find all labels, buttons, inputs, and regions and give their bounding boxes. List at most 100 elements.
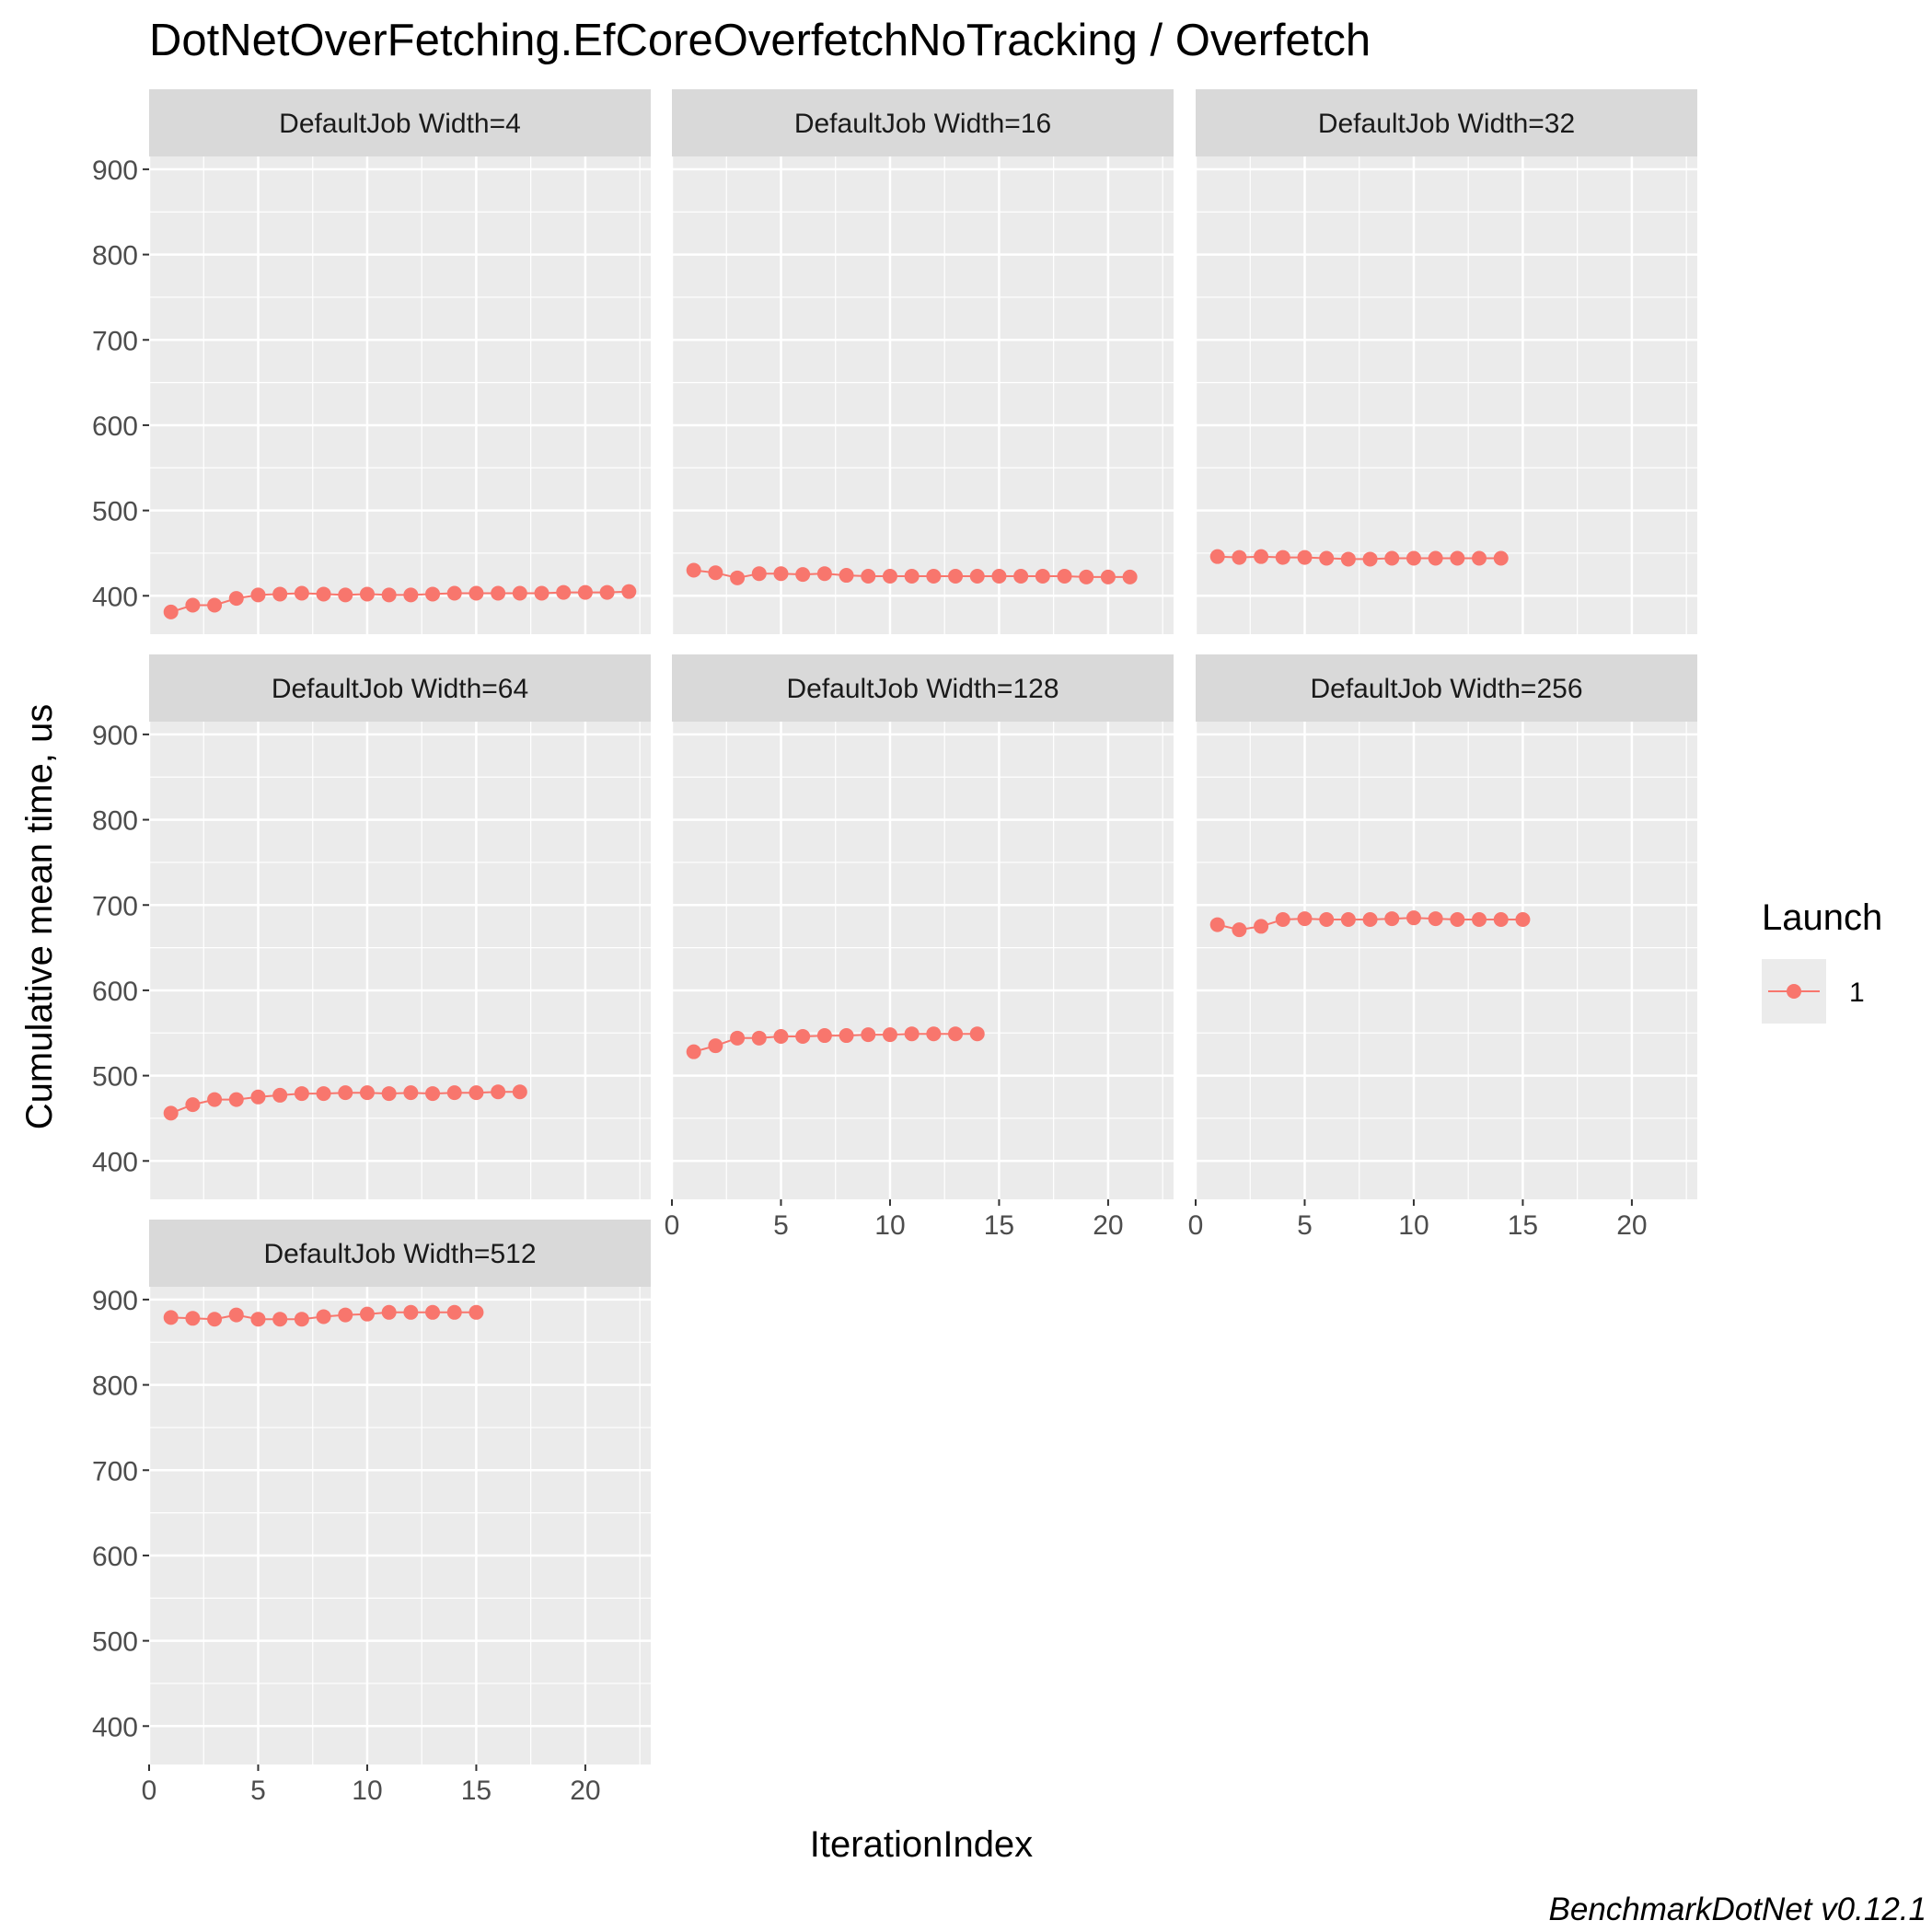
data-point [1515, 912, 1531, 928]
data-point [1362, 912, 1378, 928]
legend-title: Launch [1762, 897, 1882, 938]
facet-strip-label: DefaultJob Width=32 [1318, 109, 1575, 139]
facet-strip [149, 654, 651, 722]
facet-strip [149, 1220, 651, 1287]
data-point [816, 1028, 832, 1044]
data-point [1079, 569, 1094, 584]
x-tick-label: 10 [1398, 1210, 1429, 1241]
data-point [1340, 551, 1356, 567]
data-point [839, 568, 854, 584]
data-point [1450, 912, 1465, 928]
data-point [926, 1026, 942, 1042]
data-point [338, 1085, 353, 1101]
data-point [1428, 550, 1443, 566]
series-line [170, 590, 630, 613]
data-point [751, 1030, 767, 1046]
data-point [708, 1038, 723, 1054]
data-point [294, 585, 309, 601]
data-point [512, 585, 527, 601]
data-point [686, 1044, 701, 1059]
data-point [207, 597, 223, 613]
data-point [882, 1027, 897, 1043]
data-point [1254, 919, 1269, 934]
data-point [316, 1086, 331, 1102]
data-point [469, 585, 484, 601]
data-point [599, 584, 615, 600]
data-point [403, 1304, 419, 1320]
data-point [708, 565, 723, 581]
data-point [991, 568, 1007, 584]
data-point [577, 584, 593, 600]
facet-strip [672, 654, 1174, 722]
data-point [338, 587, 353, 603]
data-point [381, 1086, 397, 1102]
data-point [795, 1028, 811, 1044]
data-point [272, 1087, 288, 1103]
x-tick-label: 5 [250, 1776, 266, 1806]
data-point [359, 586, 375, 602]
y-tick-label: 800 [92, 241, 138, 272]
data-point [948, 568, 964, 584]
data-point [294, 1312, 309, 1327]
legend-label: 1 [1849, 978, 1865, 1008]
panel-background [149, 722, 651, 1199]
data-point [163, 1310, 179, 1325]
facet-panel: DefaultJob Width=256 0 5 10 15 20 [1188, 654, 1697, 1241]
facet-panel: DefaultJob Width=32 [1194, 89, 1697, 634]
data-point [839, 1028, 854, 1044]
panel-background [1196, 156, 1697, 634]
data-point [163, 604, 179, 619]
data-point [1384, 550, 1400, 566]
y-tick-label: 700 [92, 1456, 138, 1487]
data-point [359, 1085, 375, 1101]
y-tick-label: 900 [92, 1286, 138, 1316]
data-point [1362, 551, 1378, 567]
data-point [882, 568, 897, 584]
data-point [425, 1086, 441, 1102]
data-point [1035, 568, 1050, 584]
data-point [1319, 912, 1335, 928]
data-point [425, 1304, 441, 1320]
data-point [534, 585, 550, 601]
x-tick-label: 0 [1188, 1210, 1204, 1241]
x-axis-title: IterationIndex [810, 1824, 1033, 1865]
data-point [730, 570, 746, 585]
data-point [185, 597, 201, 613]
panel-background [672, 722, 1174, 1199]
facet-strip-label: DefaultJob Width=512 [263, 1239, 536, 1269]
data-point [338, 1307, 353, 1323]
facet-strip-label: DefaultJob Width=128 [786, 674, 1059, 704]
x-tick-label: 10 [352, 1776, 382, 1806]
data-point [816, 566, 832, 582]
x-tick-label: 20 [1616, 1210, 1647, 1241]
data-point [228, 1092, 244, 1107]
data-point [1406, 910, 1421, 926]
facet-strip [672, 89, 1174, 156]
data-point [294, 1086, 309, 1102]
data-point [272, 1312, 288, 1327]
y-tick-label: 600 [92, 1542, 138, 1572]
y-tick-label: 600 [92, 977, 138, 1007]
data-point [359, 1306, 375, 1322]
data-point [446, 1304, 462, 1320]
data-point [403, 1085, 419, 1101]
data-point [1232, 550, 1247, 565]
data-point [316, 1309, 331, 1325]
data-point [469, 1085, 484, 1101]
x-tick-label: 15 [1508, 1210, 1538, 1241]
x-tick-label: 15 [461, 1776, 492, 1806]
data-point [381, 587, 397, 603]
facet-panel: DefaultJob Width=4 400 500 600 700 800 900 [92, 89, 651, 634]
data-point [686, 562, 701, 578]
y-tick-label: 400 [92, 1712, 138, 1742]
data-point [1297, 550, 1313, 565]
data-point [228, 591, 244, 607]
data-point [469, 1304, 484, 1320]
x-tick-label: 5 [773, 1210, 789, 1241]
caption: BenchmarkDotNet v0.12.1 [1549, 1892, 1926, 1927]
data-point [381, 1304, 397, 1320]
x-tick-label: 0 [142, 1776, 157, 1806]
panel-background [1196, 722, 1697, 1199]
data-point [904, 568, 920, 584]
